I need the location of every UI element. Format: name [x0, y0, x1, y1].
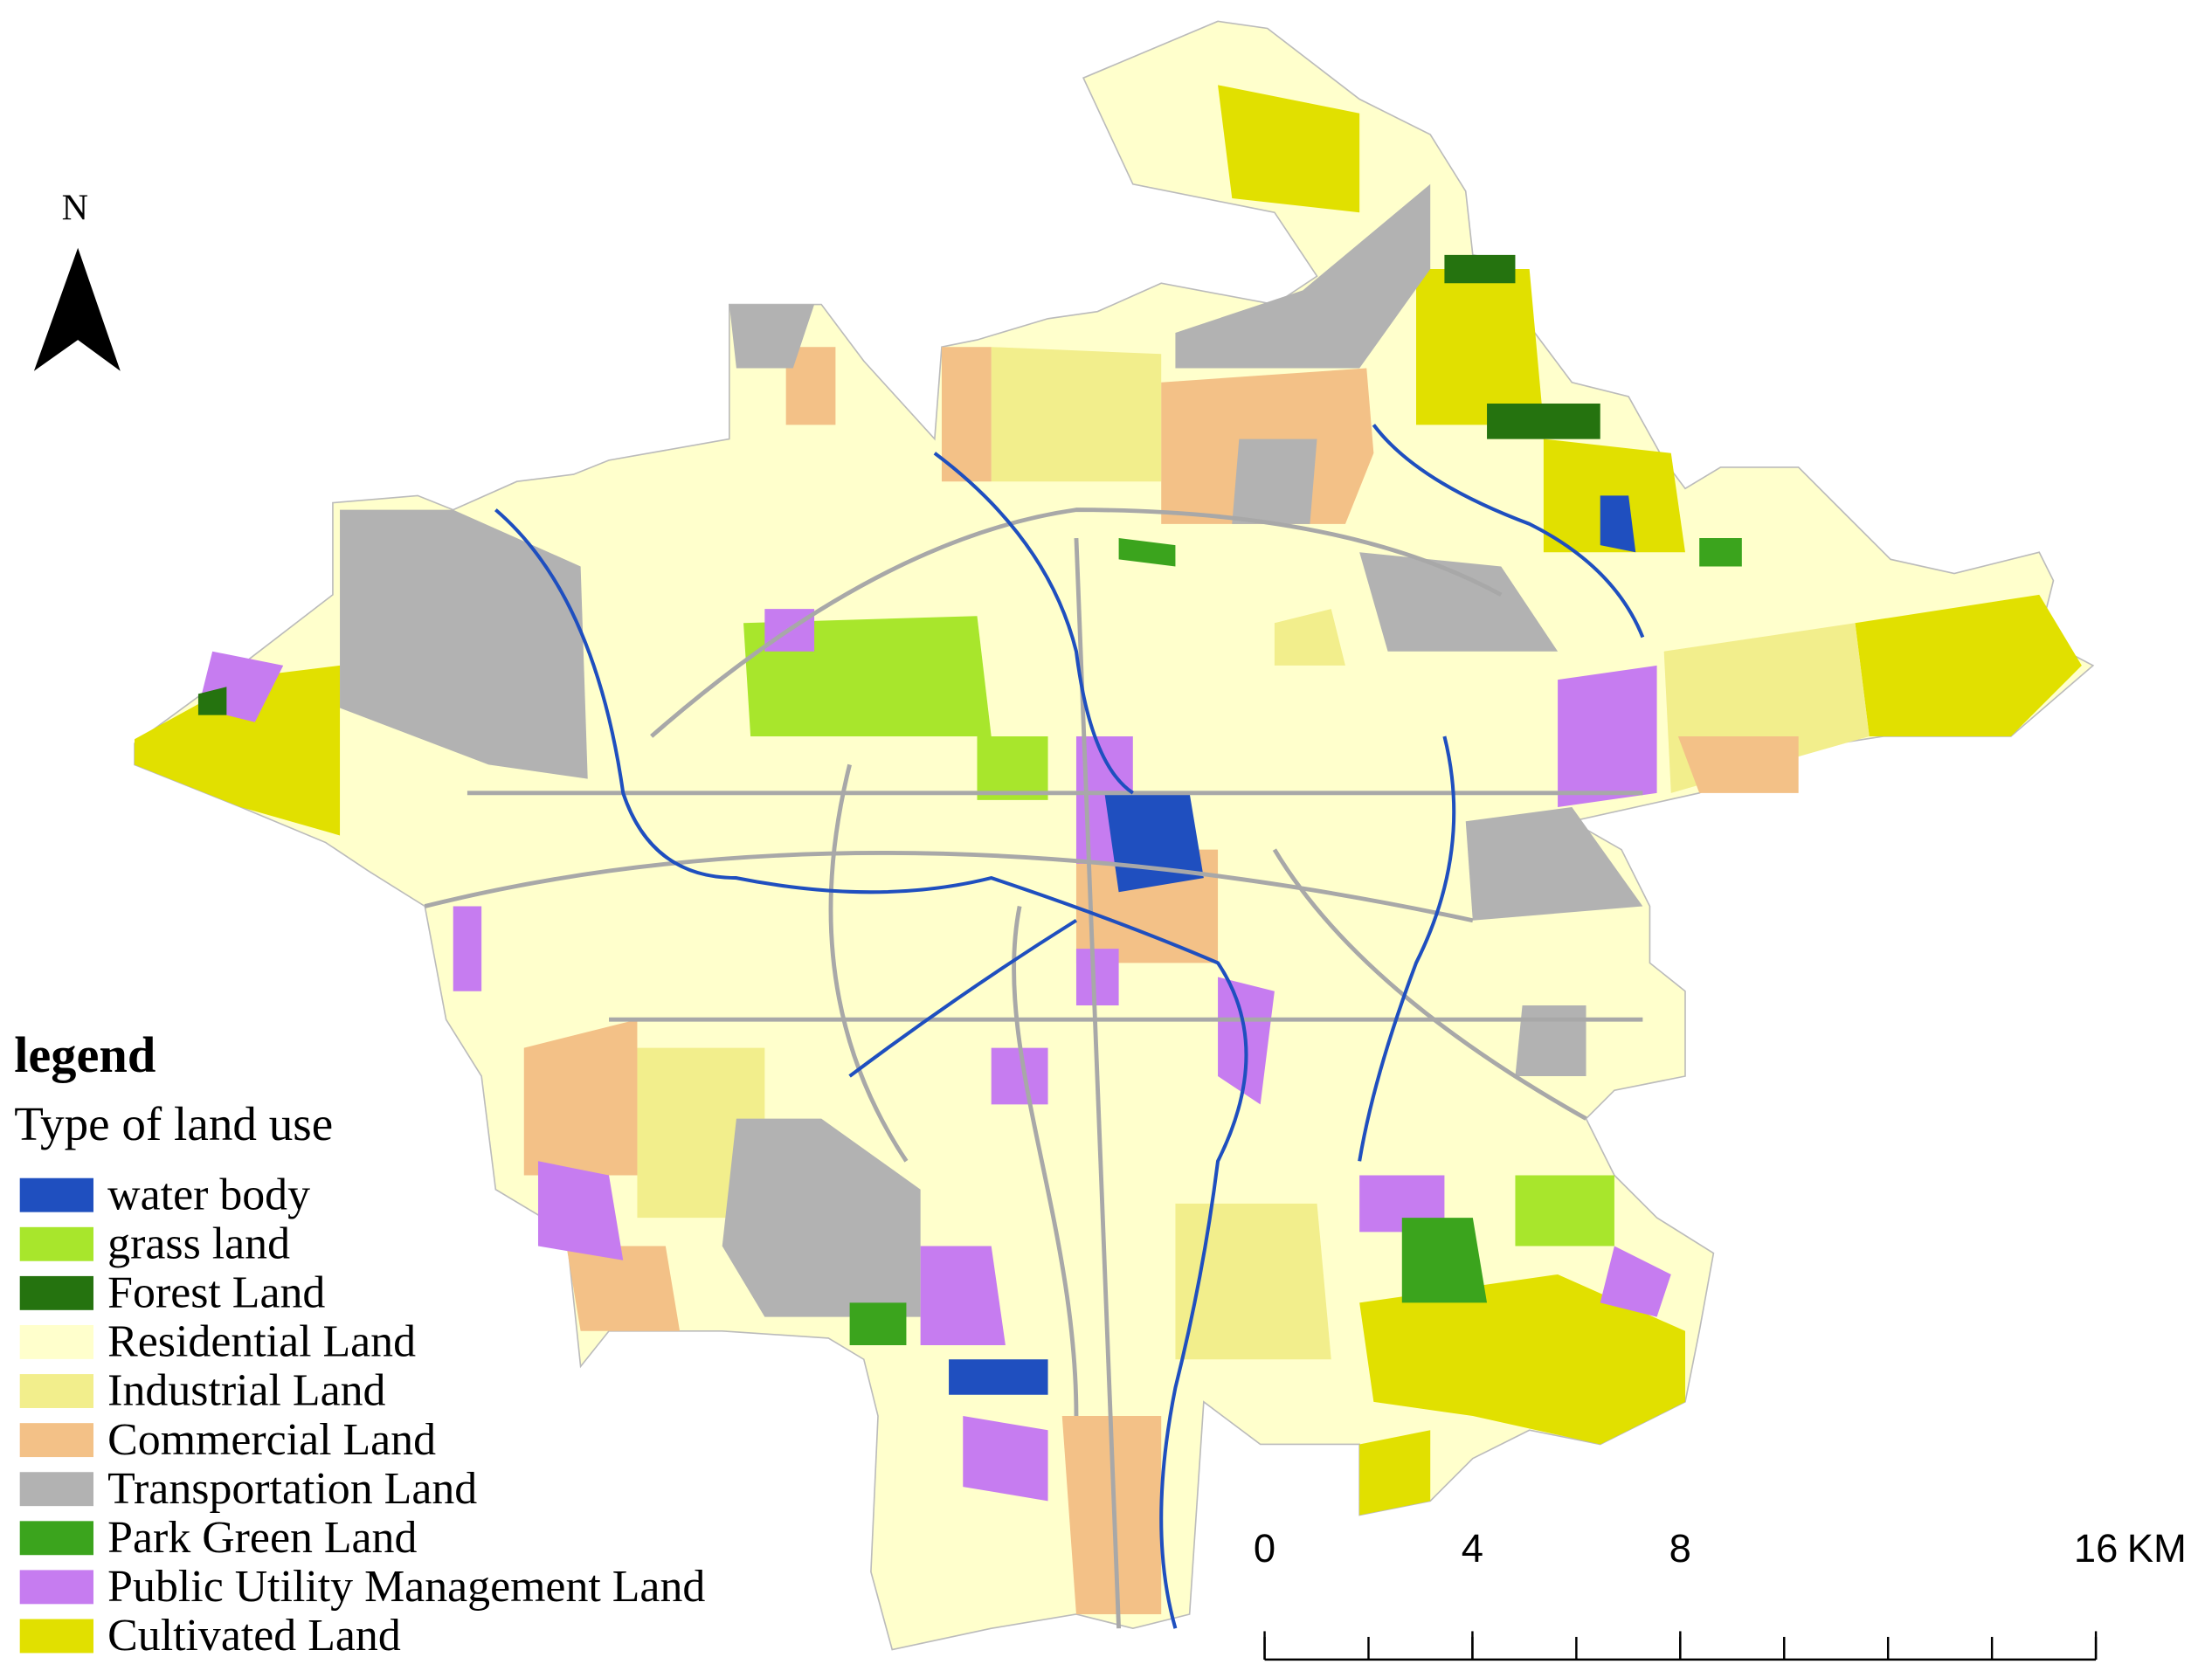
- rivers: [494, 424, 1645, 1629]
- legend-swatch: [19, 1226, 93, 1261]
- scale-tick-label: 8: [1669, 1526, 1691, 1571]
- land-patch: [1465, 807, 1643, 921]
- land-patch: [566, 1246, 681, 1331]
- river: [933, 452, 1134, 795]
- land-patch: [849, 1302, 907, 1346]
- legend-label: Residential Land: [107, 1317, 416, 1367]
- legend-label: Cultivated Land: [107, 1611, 401, 1661]
- land-patch: [1600, 1246, 1671, 1317]
- river: [848, 918, 1078, 1078]
- land-patch: [941, 347, 992, 482]
- land-patch: [453, 906, 482, 991]
- legend-label: Public Utility Management Land: [107, 1562, 705, 1612]
- legend-swatch: [19, 1374, 93, 1408]
- land-patch: [920, 1246, 1006, 1346]
- land-patch: [1359, 1274, 1685, 1445]
- scale-bar: 0 4 8 16 KM: [1254, 1526, 2187, 1661]
- land-patch: [1415, 269, 1544, 425]
- legend-title: legend: [14, 1026, 156, 1083]
- legend-label: Forest Land: [107, 1268, 325, 1318]
- land-patch: [991, 347, 1162, 482]
- legend-swatch: [19, 1570, 93, 1605]
- north-label: N: [62, 187, 88, 228]
- legend-label: water body: [107, 1170, 310, 1219]
- road: [1012, 906, 1079, 1417]
- land-patch: [1558, 665, 1657, 808]
- legend-swatch: [19, 1177, 93, 1212]
- land-patch: [963, 1416, 1048, 1502]
- scale-tick-label: 16: [2074, 1526, 2118, 1571]
- land-patch: [523, 1019, 638, 1176]
- land-patch: [1075, 949, 1119, 1005]
- river: [494, 508, 1248, 1629]
- land-patch: [1855, 594, 2082, 736]
- land-patch: [1359, 1430, 1431, 1516]
- land-patch: [1515, 1005, 1586, 1077]
- road: [828, 763, 909, 1163]
- land-patch: [1359, 552, 1559, 652]
- land-patch: [1444, 254, 1516, 284]
- legend-label: Park Green Land: [107, 1513, 417, 1563]
- legend-swatch: [19, 1521, 93, 1556]
- legend-label: Industrial Land: [107, 1366, 385, 1416]
- legend-swatch: [19, 1275, 93, 1310]
- land-patch: [722, 1118, 921, 1317]
- land-patch: [1118, 538, 1176, 567]
- legend-swatch: [19, 1472, 93, 1507]
- legend-subtitle: Type of land use: [14, 1097, 333, 1150]
- river: [1358, 735, 1456, 1162]
- land-patch: [1175, 1203, 1331, 1360]
- land-use-map: [134, 20, 2095, 1651]
- scale-tick-label: 4: [1462, 1526, 1483, 1571]
- land-patch: [1600, 495, 1636, 553]
- road: [650, 508, 1503, 738]
- legend-label: grass land: [107, 1219, 290, 1268]
- legend-label: Commercial Land: [107, 1415, 436, 1465]
- land-patch: [1487, 404, 1600, 439]
- land-patch: [340, 509, 588, 779]
- road: [1272, 848, 1587, 1121]
- scale-unit: KM: [2127, 1526, 2187, 1571]
- legend-swatch: [19, 1324, 93, 1359]
- land-patch: [1061, 1416, 1162, 1614]
- legend-swatch: [19, 1619, 93, 1654]
- land-patch: [197, 687, 227, 715]
- legend-label: Transportation Land: [107, 1464, 477, 1514]
- land-patch: [977, 735, 1048, 800]
- land-patch: [1699, 538, 1742, 567]
- land-patch: [1175, 183, 1431, 369]
- land-patch: [1401, 1218, 1488, 1303]
- road: [1074, 537, 1122, 1629]
- river: [1372, 424, 1645, 639]
- land-patch: [1515, 1175, 1614, 1246]
- land-patch: [537, 1161, 624, 1260]
- land-patch: [729, 304, 815, 369]
- north-arrow: [33, 247, 121, 371]
- land-patch: [1232, 438, 1317, 524]
- land-patch: [1104, 792, 1204, 893]
- land-patch: [134, 665, 341, 836]
- legend-swatch: [19, 1423, 93, 1458]
- land-patch: [1274, 609, 1345, 666]
- land-patch: [1677, 735, 1799, 793]
- scale-tick-label: 0: [1254, 1526, 1275, 1571]
- land-patch: [785, 347, 836, 425]
- land-patch: [1218, 85, 1360, 213]
- land-patch: [991, 1047, 1048, 1105]
- land-patch: [949, 1359, 1048, 1395]
- roads: [424, 508, 1643, 1629]
